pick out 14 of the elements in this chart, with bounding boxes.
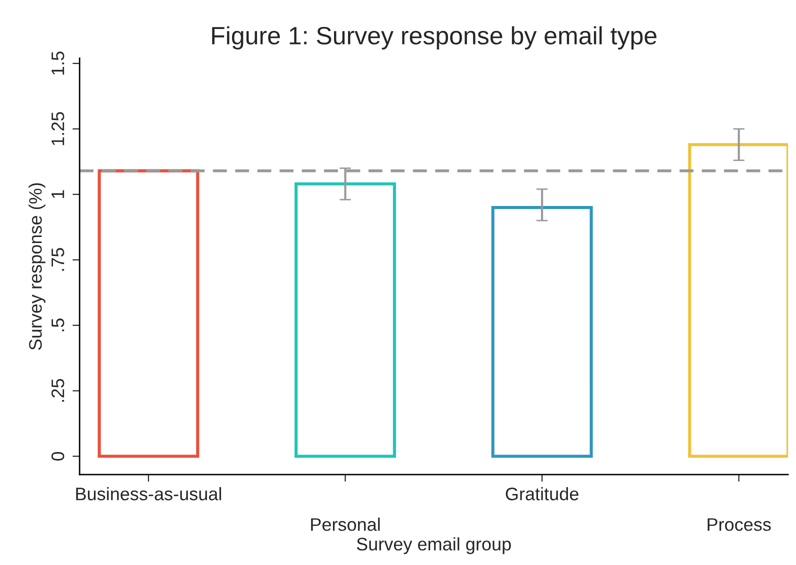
y-axis-title: Survey response (%) xyxy=(28,183,46,350)
y-tick-label: 1.25 xyxy=(51,112,64,146)
y-tick-label: 1.5 xyxy=(52,52,64,75)
y-tick-label: 1 xyxy=(52,190,64,198)
y-tick-label: .5 xyxy=(52,318,64,332)
chart-title: Figure 1: Survey response by email type xyxy=(212,26,656,50)
y-tick-label: .25 xyxy=(51,379,64,402)
x-axis-title: Survey email group xyxy=(356,537,511,554)
x-tick-label: Process xyxy=(708,518,771,531)
y-tick-label: 0 xyxy=(51,452,64,461)
x-tick-label: Gratitude xyxy=(506,487,578,500)
x-tick-label: Business-as-usual xyxy=(76,487,222,500)
x-tick-label: Personal xyxy=(311,518,380,531)
y-tick-label: .75 xyxy=(52,248,64,271)
